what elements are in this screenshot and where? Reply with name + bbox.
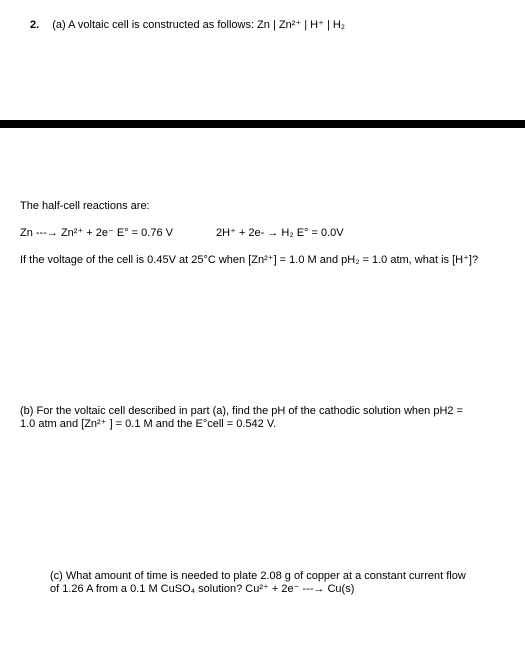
part-a-intro: (a) A voltaic cell is constructed as fol… [52, 19, 345, 31]
part-b-line2: 1.0 atm and [Zn²⁺ ] = 0.1 M and the E°ce… [20, 417, 500, 430]
part-a-question: If the voltage of the cell is 0.45V at 2… [20, 253, 500, 266]
part-c-line1: (c) What amount of time is needed to pla… [50, 570, 490, 582]
question-number: 2. [30, 19, 39, 31]
reaction-1: Zn ---→ Zn²⁺ + 2e⁻ E° = 0.76 V [20, 226, 173, 239]
question-header: 2. (a) A voltaic cell is constructed as … [0, 0, 525, 31]
part-a-content: The half-cell reactions are: Zn ---→ Zn²… [20, 200, 500, 280]
separator-bar [0, 120, 525, 128]
part-b-content: (b) For the voltaic cell described in pa… [20, 405, 500, 430]
reaction-2: 2H⁺ + 2e- → H₂ E° = 0.0V [216, 226, 344, 239]
half-cell-label: The half-cell reactions are: [20, 200, 500, 212]
reactions-row: Zn ---→ Zn²⁺ + 2e⁻ E° = 0.76 V 2H⁺ + 2e-… [20, 226, 500, 239]
part-b-line1: (b) For the voltaic cell described in pa… [20, 405, 500, 417]
part-c-content: (c) What amount of time is needed to pla… [50, 570, 490, 595]
part-c-line2: of 1.26 A from a 0.1 M CuSO₄ solution? C… [50, 582, 490, 595]
